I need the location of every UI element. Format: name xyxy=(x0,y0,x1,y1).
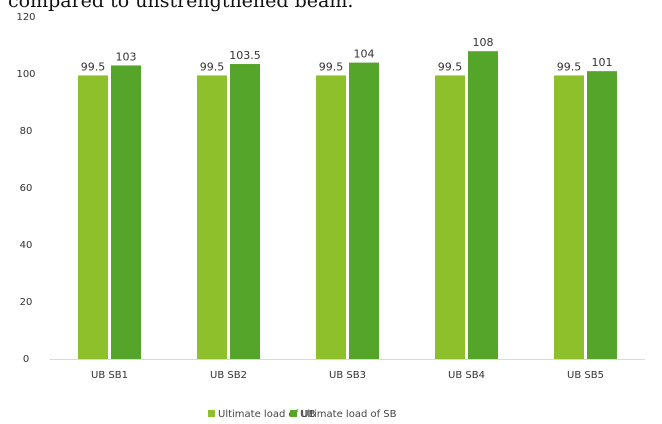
bar-ultimate-load-ub xyxy=(554,75,584,360)
x-tick-label: UB SB1 xyxy=(91,370,128,381)
x-tick-label: UB SB5 xyxy=(567,370,604,381)
x-tick-label: UB SB2 xyxy=(210,370,247,381)
legend-swatch xyxy=(290,410,297,417)
bar-ultimate-load-sb xyxy=(349,62,379,359)
x-tick-label: UB SB3 xyxy=(329,370,366,381)
bar-ultimate-load-sb xyxy=(230,64,260,360)
y-tick-label: 0 xyxy=(23,354,29,365)
bar-ultimate-load-ub xyxy=(316,75,346,360)
y-tick-label: 20 xyxy=(20,297,33,308)
legend-label: Ultimate load of SB xyxy=(300,409,397,420)
x-axis: UB SB1 UB SB2 UB SB3 UB SB4 UB SB5 xyxy=(50,359,645,381)
data-label: 103.5 xyxy=(229,49,261,62)
y-axis: 0 20 40 60 80 100 120 xyxy=(16,12,35,365)
data-label: 99.5 xyxy=(557,60,582,73)
data-label: 104 xyxy=(354,48,375,61)
x-tick-label: UB SB4 xyxy=(448,370,485,381)
bar-ultimate-load-sb xyxy=(468,51,498,359)
bar-ultimate-load-ub xyxy=(435,75,465,360)
legend-label: Ultimate load of UB xyxy=(218,409,316,420)
y-tick-label: 80 xyxy=(20,126,33,137)
data-label: 99.5 xyxy=(319,60,344,73)
caption-fragment: compared to unstrengthened beam. xyxy=(8,0,354,12)
bar-ultimate-load-sb xyxy=(587,71,617,360)
y-tick-label: 40 xyxy=(20,240,33,251)
legend-swatch xyxy=(208,410,215,417)
bars: 99.5 103 99.5 103.5 99.5 104 99.5 108 99.5 101 xyxy=(78,36,617,360)
y-tick-label: 60 xyxy=(20,183,33,194)
y-tick-label: 100 xyxy=(16,69,35,80)
data-label: 99.5 xyxy=(200,60,225,73)
data-label: 108 xyxy=(473,36,494,49)
bar-ultimate-load-ub xyxy=(78,75,108,360)
data-label: 103 xyxy=(116,50,137,63)
bar-ultimate-load-ub xyxy=(197,75,227,360)
data-label: 99.5 xyxy=(81,60,106,73)
bar-ultimate-load-sb xyxy=(111,65,141,359)
data-label: 99.5 xyxy=(438,60,463,73)
data-label: 101 xyxy=(592,56,613,69)
y-tick-label: 120 xyxy=(16,12,35,23)
